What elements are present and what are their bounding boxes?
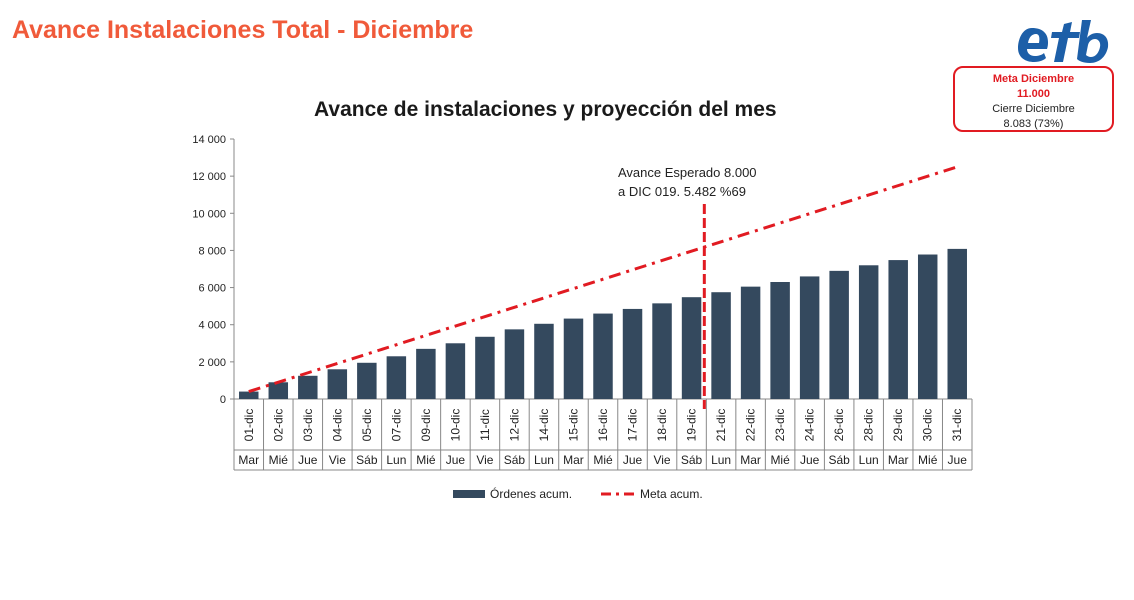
bar-31-dic [947, 248, 967, 399]
x-tick-label: 14-dic [537, 409, 551, 442]
y-tick-label: 6 000 [198, 283, 226, 295]
weekday-label: Mié [269, 453, 289, 467]
bar-15-dic [563, 318, 584, 399]
weekday-label: Mié [593, 453, 613, 467]
bar-11-dic [475, 336, 495, 399]
weekday-label: Mar [238, 453, 259, 467]
x-tick-label: 22-dic [744, 409, 758, 442]
legend-bar-swatch [453, 490, 485, 498]
weekday-label: Vie [476, 453, 493, 467]
x-tick-label: 04-dic [330, 409, 344, 442]
bar-03-dic [298, 375, 318, 399]
x-tick-label: 02-dic [271, 409, 285, 442]
x-tick-label: 18-dic [655, 409, 669, 442]
y-tick-label: 0 [220, 394, 226, 406]
meta-summary-box: Meta Diciembre 11.000 Cierre Diciembre 8… [953, 66, 1114, 132]
x-tick-label: 12-dic [507, 409, 521, 442]
x-tick-label: 01-dic [242, 409, 256, 442]
y-tick-label: 10 000 [192, 208, 226, 220]
x-tick-label: 10-dic [448, 409, 462, 442]
y-tick-label: 2 000 [198, 357, 226, 369]
chart-title: Avance de instalaciones y proyección del… [314, 98, 777, 121]
bar-09-dic [416, 348, 436, 399]
bar-26-dic [829, 270, 849, 399]
bar-10-dic [445, 343, 466, 399]
x-tick-label: 26-dic [832, 409, 846, 442]
page-title: Avance Instalaciones Total - Diciembre [12, 16, 474, 44]
x-tick-label: 29-dic [891, 409, 905, 442]
y-tick-label: 8 000 [198, 245, 226, 257]
legend-line-label: Meta acum. [640, 487, 703, 501]
weekday-label: Jue [800, 453, 820, 467]
x-tick-label: 24-dic [803, 409, 817, 442]
weekday-label: Lun [534, 453, 554, 467]
weekday-label: Vie [653, 453, 670, 467]
weekday-label: Mié [770, 453, 790, 467]
weekday-label: Mié [918, 453, 938, 467]
weekday-label: Mar [563, 453, 584, 467]
bar-28-dic [858, 265, 879, 399]
weekday-label: Lun [859, 453, 879, 467]
closing-value: 8.083 (73%) [1003, 118, 1064, 130]
weekday-label: Jue [948, 453, 968, 467]
weekday-label: Lun [711, 453, 731, 467]
weekday-label: Jue [446, 453, 466, 467]
bar-23-dic [770, 282, 790, 399]
bar-21-dic [711, 292, 731, 399]
weekday-label: Sáb [504, 453, 526, 467]
weekday-label: Jue [623, 453, 643, 467]
weekday-label: Mar [888, 453, 909, 467]
bar-01-dic [239, 391, 259, 399]
bar-19-dic [681, 297, 702, 399]
x-tick-label: 17-dic [626, 409, 640, 442]
legend-bar-label: Órdenes acum. [490, 486, 572, 501]
x-tick-label: 11-dic [478, 409, 492, 441]
goal-line [248, 165, 958, 394]
bar-05-dic [357, 362, 377, 399]
x-tick-label: 31-dic [950, 409, 964, 442]
x-tick-label: 28-dic [862, 409, 876, 442]
bar-07-dic [386, 356, 407, 399]
weekday-label: Sáb [356, 453, 378, 467]
bar-16-dic [593, 313, 613, 399]
weekday-label: Mar [740, 453, 761, 467]
y-tick-label: 4 000 [198, 320, 226, 332]
bar-18-dic [652, 303, 672, 399]
bar-29-dic [888, 260, 908, 399]
meta-label: Meta Diciembre [992, 73, 1075, 85]
weekday-label: Vie [329, 453, 346, 467]
weekday-label: Jue [298, 453, 318, 467]
weekday-label: Sáb [828, 453, 850, 467]
annotation-line-2: a DIC 019. 5.482 %69 [618, 184, 746, 199]
meta-value: 11.000 [1016, 88, 1051, 100]
y-tick-label: 12 000 [192, 171, 226, 183]
x-tick-label: 09-dic [419, 409, 433, 442]
annotation-line-1: Avance Esperado 8.000 [618, 165, 757, 180]
bar-17-dic [622, 308, 643, 399]
x-tick-label: 07-dic [389, 409, 403, 442]
weekday-label: Mié [416, 453, 436, 467]
x-tick-label: 03-dic [301, 409, 315, 442]
etb-logo [1018, 20, 1109, 63]
bar-30-dic [917, 254, 938, 399]
x-tick-label: 21-dic [714, 409, 728, 442]
bar-02-dic [268, 382, 289, 399]
bar-12-dic [504, 329, 525, 399]
x-tick-label: 23-dic [773, 409, 787, 442]
weekday-label: Sáb [681, 453, 703, 467]
x-tick-label: 15-dic [566, 409, 580, 442]
x-tick-label: 16-dic [596, 409, 610, 442]
closing-label: Cierre Diciembre [992, 103, 1075, 115]
bar-04-dic [327, 369, 348, 399]
weekday-label: Lun [386, 453, 406, 467]
bar-22-dic [740, 286, 761, 399]
x-tick-label: 05-dic [360, 409, 374, 442]
x-tick-label: 19-dic [685, 409, 699, 442]
bar-14-dic [534, 323, 554, 399]
y-tick-label: 14 000 [192, 134, 226, 146]
bar-24-dic [799, 276, 820, 399]
x-tick-label: 30-dic [921, 409, 935, 442]
